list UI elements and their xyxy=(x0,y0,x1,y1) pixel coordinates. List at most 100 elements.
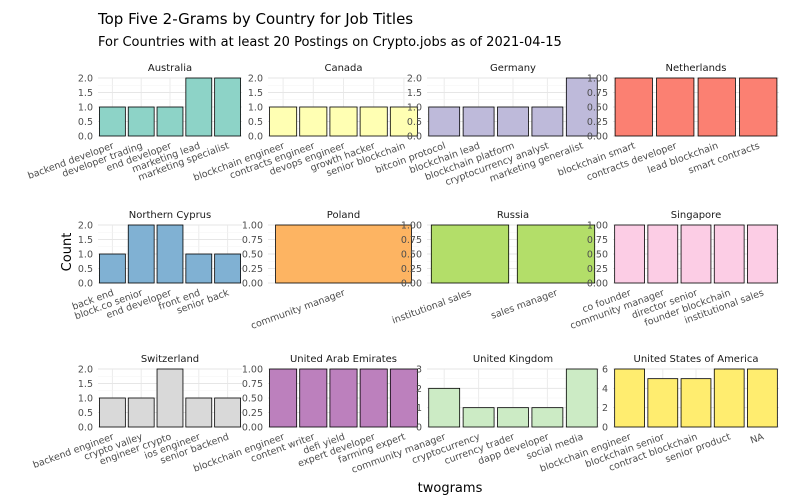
y-tick-label: 1.5 xyxy=(78,88,93,99)
bar-developer-trading xyxy=(127,106,155,137)
bar-founder-blockchain xyxy=(713,224,745,284)
bar-ios-engineer xyxy=(185,397,213,428)
y-tick-label: 0.00 xyxy=(242,279,263,290)
y-tick-label: 0.25 xyxy=(242,408,263,419)
bar-contracts-engineer xyxy=(299,106,328,137)
bar-community-manager xyxy=(428,387,461,428)
bar-cryptocurrency xyxy=(462,407,495,428)
bar-devops-engineer xyxy=(329,106,358,137)
y-tick-label: 0.0 xyxy=(248,132,263,143)
bar-smart-contracts xyxy=(739,77,778,137)
y-tick-label: 2.0 xyxy=(248,74,263,85)
chart-subtitle: For Countries with at least 20 Postings … xyxy=(98,35,562,50)
facet-russia: Russia 0.00 0.25 0.50 0.75 1.00 institutional … xyxy=(391,210,599,326)
y-tick-label: 0.5 xyxy=(407,117,422,128)
y-tick-label: 1.0 xyxy=(248,103,263,114)
bar-cryptocurrency-analyst xyxy=(531,106,564,137)
y-tick-label: 1.00 xyxy=(587,221,608,232)
y-tick-label: 1 xyxy=(416,403,422,414)
y-tick-label: 1.5 xyxy=(248,88,263,99)
x-tick-label: institutional sales xyxy=(391,287,473,326)
bar-backend-developer xyxy=(99,106,126,137)
bar-front-end xyxy=(185,253,213,284)
x-axis-label: twograms xyxy=(418,481,483,496)
bar-blockchain-senior xyxy=(647,378,679,428)
bar-blockchain-smart xyxy=(614,77,653,137)
bar-sales-manager xyxy=(516,224,596,284)
y-tick-label: 1.5 xyxy=(78,235,93,246)
facet-netherlands: Netherlands0.000.250.500.751.00blockchai… xyxy=(556,63,779,183)
y-tick-label: 0.00 xyxy=(242,423,263,434)
y-tick-label: 0.50 xyxy=(587,103,608,114)
y-tick-label: 0.00 xyxy=(587,132,608,143)
bar-marketing-generalist xyxy=(565,77,598,137)
y-tick-label: 0.75 xyxy=(587,235,608,246)
bar-blockchain-lead xyxy=(462,106,495,137)
y-tick-label: 1.5 xyxy=(407,88,422,99)
bar-senior-product xyxy=(713,368,745,428)
x-tick-label: NA xyxy=(749,431,766,446)
bar-engineer-crypto xyxy=(156,368,184,428)
facet-title: Singapore xyxy=(671,210,721,221)
bar-marketing-lead xyxy=(185,77,213,137)
facet-title: Poland xyxy=(327,210,360,221)
bar-community-manager xyxy=(275,224,412,284)
bar-blockchain-platform xyxy=(497,106,529,137)
bar-block-co-senior xyxy=(127,224,155,284)
y-axis-label: Count xyxy=(60,233,75,272)
y-tick-label: 1.0 xyxy=(407,103,422,114)
bar-blockchain-engineer xyxy=(269,368,298,428)
bar-contract-blockchain xyxy=(680,378,712,428)
facet-title: United Arab Emirates xyxy=(290,354,397,365)
facet-title: United Kingdom xyxy=(473,354,553,365)
y-tick-label: 0.50 xyxy=(242,250,263,261)
bar-na xyxy=(747,368,778,428)
facet-title: United States of America xyxy=(634,354,759,365)
bar-blockchain-engineer xyxy=(614,368,645,428)
facet-title: Canada xyxy=(324,63,362,74)
chart-title: Top Five 2-Grams by Country for Job Titl… xyxy=(97,10,413,28)
y-tick-label: 0.25 xyxy=(401,264,422,275)
y-tick-label: 3 xyxy=(416,365,422,376)
y-tick-label: 0.75 xyxy=(242,235,263,246)
bar-social-media xyxy=(565,368,598,428)
y-tick-label: 0.50 xyxy=(401,250,422,261)
y-tick-label: 1.5 xyxy=(78,379,93,390)
y-tick-label: 2 xyxy=(416,384,422,395)
bar-farming-expert xyxy=(389,368,418,428)
bar-growth-hacker xyxy=(359,106,388,137)
bar-currency-trader xyxy=(497,407,529,428)
y-tick-label: 0.50 xyxy=(242,394,263,405)
y-tick-label: 1.00 xyxy=(401,221,422,232)
y-tick-label: 0.0 xyxy=(78,423,93,434)
y-tick-label: 0.25 xyxy=(587,264,608,275)
y-tick-label: 2.0 xyxy=(407,74,422,85)
bar-dapp-developer xyxy=(531,407,564,428)
bar-crypto-valley xyxy=(127,397,155,428)
facet-title: Switzerland xyxy=(141,354,199,365)
bar-senior-blockchain xyxy=(389,106,418,137)
y-tick-label: 0.5 xyxy=(78,117,93,128)
bar-back-end xyxy=(99,253,126,284)
bar-content-writer xyxy=(299,368,328,428)
bar-end-developer xyxy=(156,224,184,284)
y-tick-label: 0.5 xyxy=(248,117,263,128)
y-tick-label: 0.50 xyxy=(587,250,608,261)
y-tick-label: 0.0 xyxy=(78,279,93,290)
bar-bitcoin-protocol xyxy=(428,106,461,137)
y-tick-label: 0.75 xyxy=(587,88,608,99)
y-tick-label: 0.25 xyxy=(242,264,263,275)
y-tick-label: 2.0 xyxy=(78,221,93,232)
facet-title: Australia xyxy=(148,63,192,74)
facet-title: Netherlands xyxy=(666,63,727,74)
y-tick-label: 2.0 xyxy=(78,74,93,85)
y-tick-label: 0.25 xyxy=(587,117,608,128)
bar-senior-backend xyxy=(214,397,241,428)
y-tick-label: 0 xyxy=(416,423,422,434)
bar-expert-developer xyxy=(359,368,388,428)
